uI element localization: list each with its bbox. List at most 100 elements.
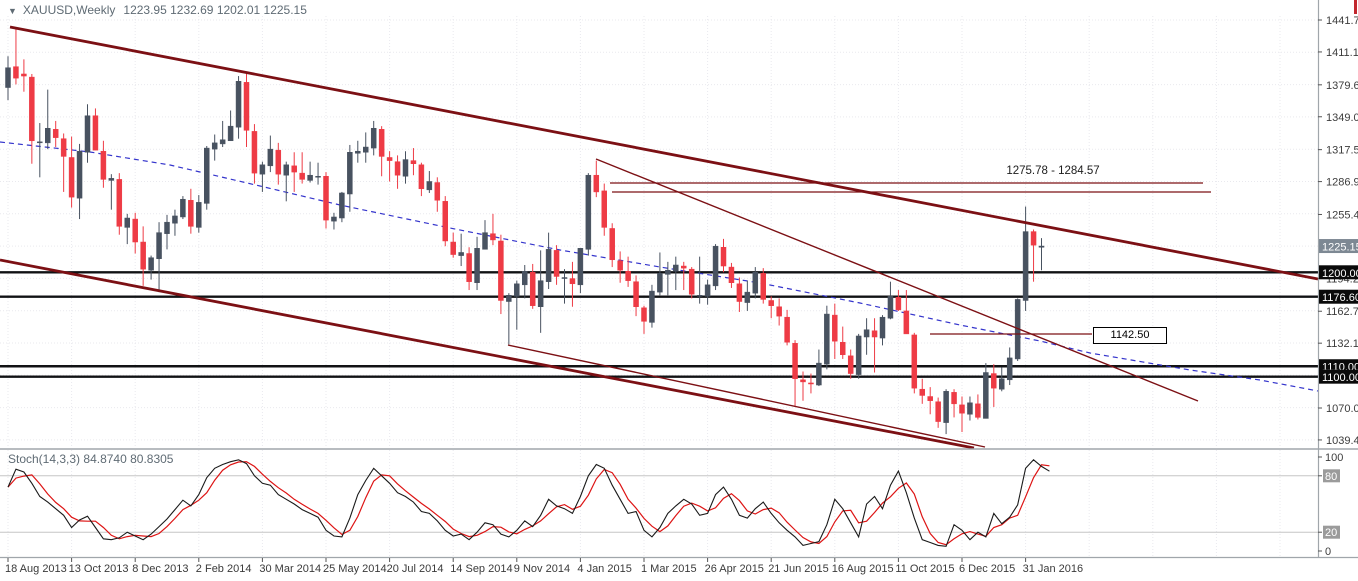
price-tick-label[interactable]: 1132.10 [1326, 338, 1358, 350]
candle-body [355, 150, 361, 154]
level-box-label[interactable]: 1176.60 [1322, 292, 1358, 304]
stoch-tick-label[interactable]: 20 [1325, 527, 1337, 539]
price-tick-label[interactable]: 1286.90 [1326, 177, 1358, 189]
wedge-lower-trendline[interactable] [507, 344, 986, 448]
time-tick-label[interactable]: 1 Mar 2015 [641, 563, 697, 575]
time-tick-label[interactable]: 13 Oct 2013 [69, 563, 129, 575]
candle-body [967, 402, 973, 415]
candle-body [299, 172, 305, 180]
candle-body [315, 176, 321, 178]
time-tick-label[interactable]: 11 Oct 2015 [895, 563, 954, 575]
time-tick-label[interactable]: 30 Mar 2014 [259, 563, 321, 575]
candle-body [824, 313, 830, 365]
time-tick-label[interactable]: 31 Jan 2016 [1023, 563, 1084, 575]
price-tick-label[interactable]: 1441.70 [1326, 15, 1358, 27]
time-tick-label[interactable]: 14 Sep 2014 [450, 563, 512, 575]
symbol-period-label: XAUUSD,Weekly [22, 3, 116, 17]
price-tick-label[interactable]: 1255.40 [1326, 209, 1358, 221]
channel-upper-trendline[interactable] [9, 25, 1319, 281]
candle-body [657, 273, 663, 293]
time-tick-label[interactable]: 6 Dec 2015 [959, 563, 1015, 575]
time-tick-label[interactable]: 25 May 2014 [323, 563, 387, 575]
candle-body [903, 310, 910, 335]
candle-body [895, 297, 902, 311]
candle-body [545, 249, 552, 282]
price-tick-label[interactable]: 1349.00 [1326, 112, 1358, 124]
candle-body [625, 271, 631, 281]
level-box-label[interactable]: 1200.00 [1322, 268, 1358, 280]
candle-body [760, 273, 766, 300]
stoch-tick-label[interactable]: 100 [1325, 452, 1343, 464]
price-pin-label[interactable]: 1142.50 [1093, 327, 1167, 344]
chart-title: ▼ XAUUSD,Weekly 1223.95 1232.69 1202.01 12… [8, 3, 307, 17]
scroll-position-marker [1354, 0, 1357, 14]
time-tick-label[interactable]: 8 Dec 2013 [132, 563, 188, 575]
candle-body [172, 215, 178, 224]
candle-body [434, 182, 441, 201]
candle-body [728, 266, 735, 283]
candle-body [1038, 245, 1045, 248]
candle-body [832, 314, 838, 342]
candle-body [37, 141, 43, 144]
time-tick-label[interactable]: 9 Nov 2014 [514, 563, 570, 575]
candle-body [943, 391, 949, 423]
candle-body [553, 250, 560, 277]
stoch-tick-label[interactable]: 0 [1325, 546, 1331, 558]
current-price-box-label[interactable]: 1225.15 [1322, 242, 1358, 254]
candle-body [665, 269, 671, 275]
stoch-name: Stoch(14,3,3) [8, 452, 81, 466]
candle-body [331, 216, 337, 222]
candle-body [204, 147, 210, 204]
candle-body [386, 157, 393, 161]
candle-body [840, 341, 846, 356]
price-tick-label[interactable]: 1379.60 [1326, 80, 1358, 92]
time-tick-label[interactable]: 2 Feb 2014 [196, 563, 252, 575]
ma-dashed-line[interactable] [0, 141, 1319, 392]
candle-body [52, 129, 59, 138]
candle-body [474, 248, 480, 283]
price-tick-label[interactable]: 1039.40 [1326, 435, 1358, 447]
candle-body [641, 307, 647, 322]
price-tick-label[interactable]: 1411.10 [1326, 47, 1358, 59]
time-tick-label[interactable]: 16 Aug 2015 [832, 563, 894, 575]
level-box-label[interactable]: 1100.00 [1322, 372, 1358, 384]
stoch-level-box [1323, 525, 1340, 539]
time-tick-label[interactable]: 20 Jul 2014 [387, 563, 444, 575]
candle-body [21, 73, 27, 77]
candle-body [124, 217, 130, 228]
candle-body [211, 142, 218, 150]
time-tick-label[interactable]: 18 Aug 2013 [5, 563, 67, 575]
candle-body [450, 241, 456, 255]
candle-body [76, 150, 83, 199]
candle-body [752, 272, 759, 294]
candle-body [442, 201, 448, 242]
candle-body [251, 131, 258, 174]
candle-body [283, 164, 289, 176]
candle-body [29, 76, 35, 142]
stoch-values: 84.8740 80.8305 [83, 452, 174, 466]
price-tick-label[interactable]: 1070.00 [1326, 403, 1358, 415]
time-tick-label[interactable]: 4 Jan 2015 [577, 563, 631, 575]
channel-lower-trendline[interactable] [0, 258, 975, 450]
candle-body [363, 146, 369, 153]
candle-body [506, 295, 512, 302]
candle-body [339, 192, 345, 219]
stoch-tick-label[interactable]: 80 [1325, 471, 1337, 483]
candle-body [1030, 231, 1037, 246]
candle-body [148, 257, 154, 271]
price-tick-label[interactable]: 1162.70 [1326, 306, 1358, 318]
wedge-upper-trendline[interactable] [595, 158, 1199, 402]
candle-body [164, 221, 170, 234]
collapse-triangle-icon[interactable]: ▼ [8, 6, 17, 16]
price-tick-label[interactable]: 1317.50 [1326, 145, 1358, 157]
time-tick-label[interactable]: 21 Jun 2015 [768, 563, 829, 575]
candle-body [816, 362, 822, 386]
time-tick-label[interactable]: 26 Apr 2015 [705, 563, 764, 575]
candle-body [522, 271, 528, 286]
resistance-zone-label[interactable]: 1275.78 - 1284.57 [1006, 165, 1100, 177]
level-box [1319, 369, 1358, 384]
candle-body [633, 281, 639, 307]
candle-body [577, 248, 584, 286]
candle-body [855, 335, 862, 375]
